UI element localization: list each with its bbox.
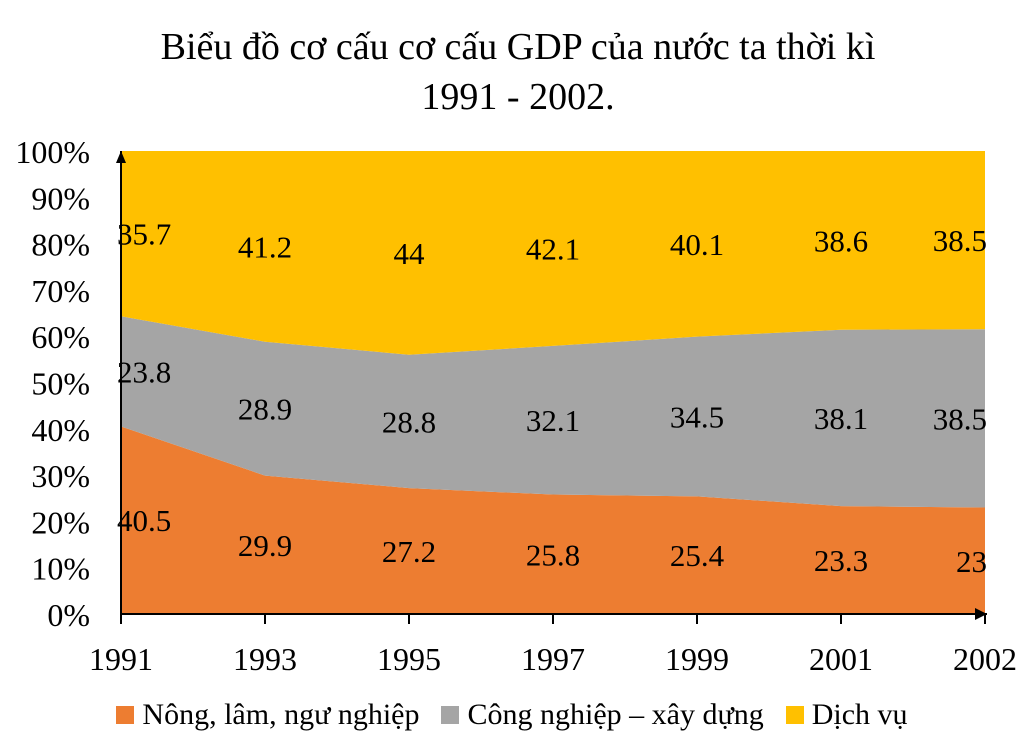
x-tick-label: 1993	[233, 641, 297, 677]
y-tick-label: 50%	[31, 366, 90, 402]
data-label: 40.5	[117, 503, 171, 538]
legend-item: Nông, lâm, ngư nghiệp	[116, 698, 419, 732]
data-label: 38.6	[814, 223, 868, 258]
chart-title: Biểu đồ cơ cấu cơ cấu GDP của nước ta th…	[0, 22, 1024, 122]
y-tick-label: 80%	[31, 227, 90, 263]
data-label: 23.3	[814, 543, 868, 578]
data-label: 25.8	[526, 537, 580, 572]
chart-title-line-2: 1991 - 2002.	[421, 76, 615, 118]
legend-swatch	[441, 706, 460, 724]
chart-plot: 40.5 29.9 27.2 25.8 25.4 23.3 23 23.8 28.9 28.8 32…	[15, 134, 1017, 677]
legend-label: Nông, lâm, ngư nghiệp	[142, 698, 420, 731]
y-tick-label: 0%	[47, 597, 90, 633]
legend-swatch	[116, 706, 135, 724]
legend-label: Dịch vụ	[811, 698, 908, 731]
chart-title-line-1: Biểu đồ cơ cấu cơ cấu GDP của nước ta th…	[160, 26, 876, 68]
data-label: 25.4	[670, 538, 725, 573]
data-label: 28.9	[238, 392, 292, 427]
x-axis-arrow-icon	[975, 608, 987, 620]
y-tick-label: 30%	[31, 458, 90, 494]
y-tick-label: 10%	[31, 551, 90, 587]
data-label: 41.2	[238, 229, 292, 264]
area-series-3	[121, 151, 985, 355]
data-label: 23.8	[117, 354, 171, 389]
x-tick-label: 1995	[377, 641, 441, 677]
data-label: 23	[956, 544, 987, 579]
data-label: 44	[394, 236, 426, 271]
area-series-2	[121, 316, 985, 508]
x-tick-label: 1991	[89, 641, 153, 677]
x-tick-label: 1999	[665, 641, 729, 677]
data-label: 27.2	[382, 534, 436, 569]
x-tick-label: 1997	[521, 641, 585, 677]
y-tick-label: 100%	[15, 134, 90, 170]
y-axis-arrow-icon	[116, 151, 126, 163]
data-label: 28.8	[382, 404, 436, 439]
data-label: 29.9	[238, 528, 292, 563]
data-label: 38.5	[933, 223, 987, 258]
data-label: 38.5	[933, 401, 987, 436]
data-label: 38.1	[814, 401, 868, 436]
y-tick-label: 70%	[31, 273, 90, 309]
x-tick-label: 2001	[809, 641, 873, 677]
area-series-1	[121, 426, 985, 614]
chart-legend: Nông, lâm, ngư nghiệp Công nghiệp – xây d…	[0, 698, 1024, 732]
legend-swatch	[785, 706, 804, 724]
legend-item: Dịch vụ	[785, 698, 908, 732]
y-tick-label: 40%	[31, 412, 90, 448]
legend-item: Công nghiệp – xây dựng	[441, 698, 764, 732]
y-tick-label: 60%	[31, 319, 90, 355]
y-tick-label: 20%	[31, 504, 90, 540]
legend-label: Công nghiệp – xây dựng	[467, 698, 764, 731]
data-label: 40.1	[670, 227, 724, 262]
data-label: 32.1	[526, 403, 580, 438]
data-label: 42.1	[526, 231, 580, 266]
data-label: 35.7	[117, 217, 171, 252]
y-tick-label: 90%	[31, 180, 90, 216]
data-label: 34.5	[670, 400, 724, 435]
x-tick-label: 2002	[953, 641, 1017, 677]
